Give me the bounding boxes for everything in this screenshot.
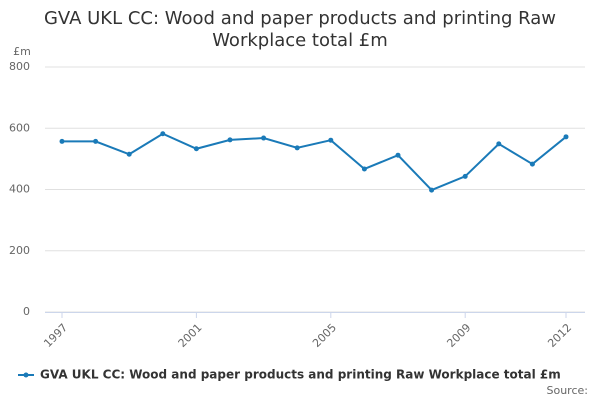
chart-title: GVA UKL CC: Wood and paper products and … — [43, 8, 556, 51]
x-tick-label: 2012 — [545, 321, 574, 350]
y-tick-label: 800 — [9, 60, 30, 73]
x-tick-label: 2001 — [176, 321, 205, 350]
point — [294, 145, 300, 151]
x-tick-label: 2005 — [310, 321, 339, 350]
point — [328, 137, 334, 143]
point — [126, 151, 132, 157]
point — [93, 138, 99, 144]
point — [462, 173, 468, 179]
point — [261, 135, 267, 141]
legend-label: GVA UKL CC: Wood and paper products and … — [40, 368, 561, 382]
point — [563, 134, 569, 140]
point — [429, 187, 435, 193]
point — [361, 166, 367, 172]
x-tick-label: 1997 — [41, 321, 70, 350]
x-tick-label: 2009 — [444, 321, 473, 350]
point — [496, 141, 502, 147]
y-tick-label: 200 — [9, 244, 30, 257]
point — [193, 146, 199, 152]
point — [59, 138, 65, 144]
point — [395, 152, 401, 158]
point — [227, 137, 233, 143]
point — [160, 131, 166, 137]
line — [62, 132, 567, 192]
point — [529, 161, 535, 167]
y-tick-label: 600 — [9, 121, 30, 134]
legend-symbol — [23, 372, 29, 378]
y-tick-label: 400 — [9, 183, 30, 196]
y-axis-unit: £m — [13, 45, 31, 58]
source: Source: — [547, 384, 589, 397]
y-tick-label: 0 — [23, 305, 30, 318]
